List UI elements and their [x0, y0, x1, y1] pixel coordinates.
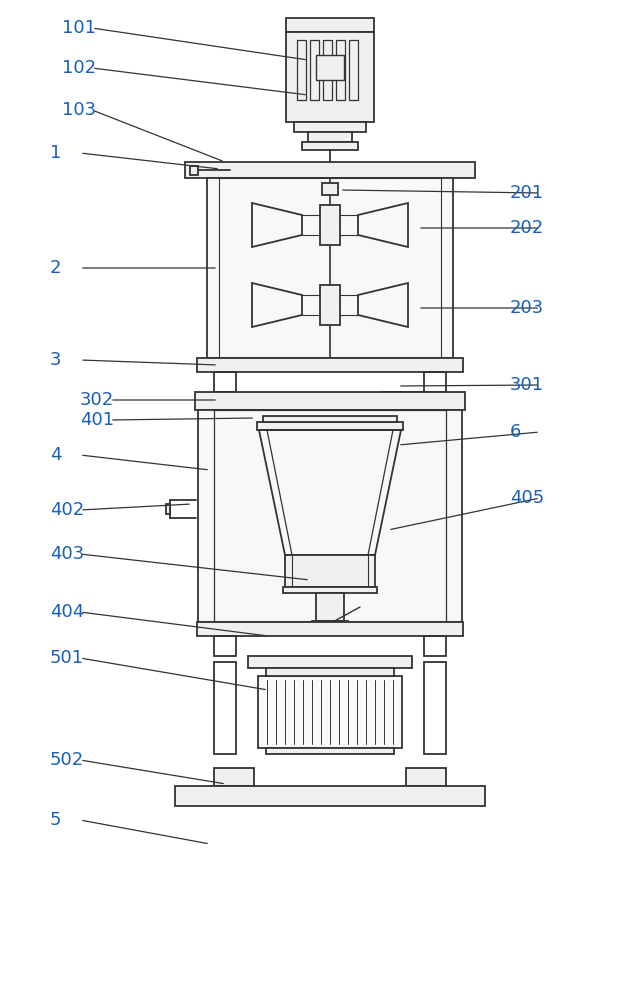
Bar: [424, 372, 446, 392]
Text: 101: 101: [62, 19, 96, 37]
Bar: [320, 285, 340, 325]
Text: 405: 405: [510, 489, 544, 507]
Text: 1: 1: [50, 144, 61, 162]
Bar: [297, 40, 306, 100]
Bar: [310, 40, 319, 100]
Bar: [314, 668, 346, 676]
Bar: [382, 392, 422, 404]
Text: 402: 402: [50, 501, 84, 519]
Bar: [214, 662, 236, 754]
Bar: [286, 18, 374, 32]
Bar: [214, 372, 236, 392]
Text: 103: 103: [62, 101, 96, 119]
Bar: [214, 636, 236, 656]
Bar: [322, 183, 338, 195]
Text: 201: 201: [510, 184, 544, 202]
Bar: [424, 662, 446, 754]
Bar: [214, 768, 254, 786]
Text: 502: 502: [50, 751, 84, 769]
Bar: [248, 656, 412, 668]
Bar: [294, 122, 366, 132]
Polygon shape: [252, 283, 302, 327]
Bar: [323, 40, 332, 100]
Bar: [257, 422, 403, 430]
Bar: [175, 786, 485, 806]
Bar: [422, 395, 430, 401]
Text: 202: 202: [510, 219, 544, 237]
Bar: [424, 636, 446, 656]
Bar: [198, 410, 462, 622]
Bar: [349, 40, 358, 100]
Bar: [207, 178, 453, 358]
Text: 5: 5: [50, 811, 61, 829]
Bar: [286, 32, 374, 122]
Text: 301: 301: [510, 376, 544, 394]
Bar: [302, 142, 358, 150]
Bar: [283, 587, 377, 593]
Bar: [285, 555, 375, 587]
Bar: [190, 166, 198, 175]
Bar: [195, 392, 465, 410]
Bar: [263, 416, 397, 422]
Bar: [320, 205, 340, 245]
Text: 2: 2: [50, 259, 61, 277]
Text: 403: 403: [50, 545, 84, 563]
Text: 203: 203: [510, 299, 544, 317]
Polygon shape: [252, 203, 302, 247]
Text: 401: 401: [80, 411, 114, 429]
Polygon shape: [358, 283, 408, 327]
Polygon shape: [358, 203, 408, 247]
Bar: [312, 621, 348, 629]
Bar: [197, 358, 463, 372]
Bar: [316, 593, 344, 621]
Text: 404: 404: [50, 603, 84, 621]
Bar: [266, 748, 394, 754]
Bar: [166, 504, 170, 514]
Bar: [266, 668, 394, 676]
Text: 501: 501: [50, 649, 84, 667]
Bar: [219, 178, 441, 358]
Bar: [316, 55, 344, 80]
Bar: [406, 768, 446, 786]
Text: 102: 102: [62, 59, 96, 77]
Bar: [214, 410, 446, 622]
Bar: [197, 622, 463, 636]
Text: 6: 6: [510, 423, 522, 441]
Bar: [185, 162, 475, 178]
Bar: [258, 676, 402, 748]
Bar: [308, 132, 352, 142]
Text: 3: 3: [50, 351, 61, 369]
Text: 4: 4: [50, 446, 61, 464]
Text: 302: 302: [80, 391, 115, 409]
Bar: [336, 40, 345, 100]
